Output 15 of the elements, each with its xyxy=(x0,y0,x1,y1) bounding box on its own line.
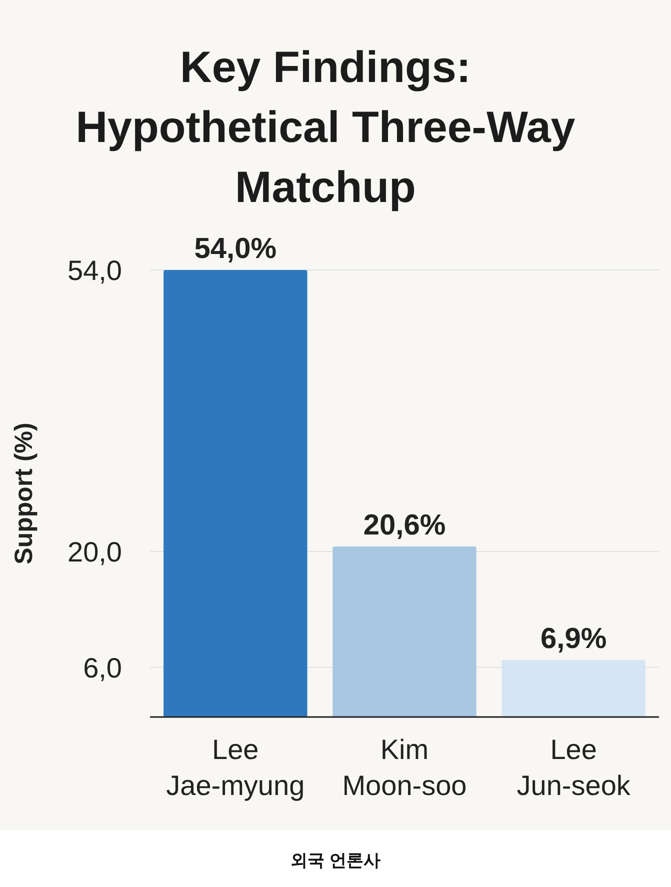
data-label: 20,6% xyxy=(363,509,446,542)
x-tick-label: Lee Jun-seok xyxy=(516,734,632,801)
data-label: 6,9% xyxy=(540,622,607,655)
bar xyxy=(332,546,476,717)
chart-title: Key Findings: Hypothetical Three-Way Matchup xyxy=(76,43,576,212)
data-label: 54,0% xyxy=(194,233,277,265)
text: 외국 언론사 xyxy=(290,851,380,870)
y-tick-label: 20,0 xyxy=(68,536,122,568)
y-axis-title: Support (%) xyxy=(10,422,38,564)
x-tick-label: Lee Jae-myung xyxy=(166,734,305,801)
bar xyxy=(502,660,646,717)
y-tick-label: 54,0 xyxy=(68,255,122,286)
y-tick-label: 6,0 xyxy=(83,652,122,684)
x-tick-label: Kim Moon-soo xyxy=(342,734,467,801)
bar xyxy=(164,270,308,717)
